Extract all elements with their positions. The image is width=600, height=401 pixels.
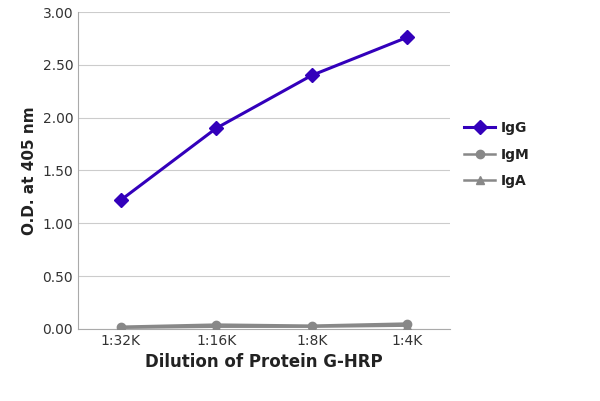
IgA xyxy=(403,323,410,328)
IgM xyxy=(213,322,220,327)
Legend: IgG, IgM, IgA: IgG, IgM, IgA xyxy=(464,121,529,188)
IgA xyxy=(213,324,220,329)
IgM xyxy=(403,321,410,326)
IgG xyxy=(403,35,410,40)
Y-axis label: O.D. at 405 nm: O.D. at 405 nm xyxy=(22,106,37,235)
Line: IgG: IgG xyxy=(116,32,412,205)
IgM xyxy=(118,324,125,329)
IgG xyxy=(213,126,220,131)
IgG xyxy=(118,198,125,203)
Line: IgM: IgM xyxy=(117,319,411,331)
IgG xyxy=(308,73,315,78)
IgA xyxy=(308,324,315,329)
IgA xyxy=(118,325,125,330)
X-axis label: Dilution of Protein G-HRP: Dilution of Protein G-HRP xyxy=(145,353,383,371)
Line: IgA: IgA xyxy=(117,322,411,332)
IgM xyxy=(308,323,315,328)
